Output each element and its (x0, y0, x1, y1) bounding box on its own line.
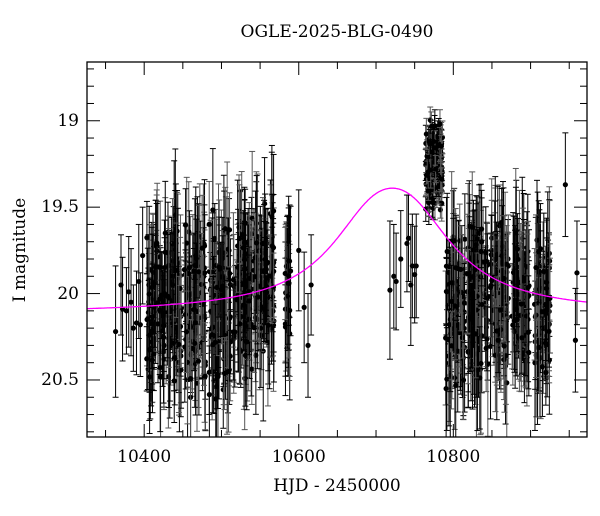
x-tick-label: 10800 (426, 447, 481, 467)
y-tick-label: 20.5 (41, 369, 79, 390)
y-axis-label: I magnitude (10, 197, 30, 303)
chart-title: OGLE-2025-BLG-0490 (240, 22, 434, 42)
y-tick-label: 20 (57, 283, 79, 304)
x-tick-label: 10600 (271, 447, 326, 467)
model-curve (87, 187, 587, 310)
x-axis-label: HJD - 2450000 (273, 476, 401, 496)
y-tick-label: 19 (57, 110, 79, 131)
data-points (87, 106, 587, 437)
x-tick-label: 10400 (117, 447, 172, 467)
plot-frame (86, 61, 588, 438)
y-tick-label: 19.5 (41, 197, 79, 218)
